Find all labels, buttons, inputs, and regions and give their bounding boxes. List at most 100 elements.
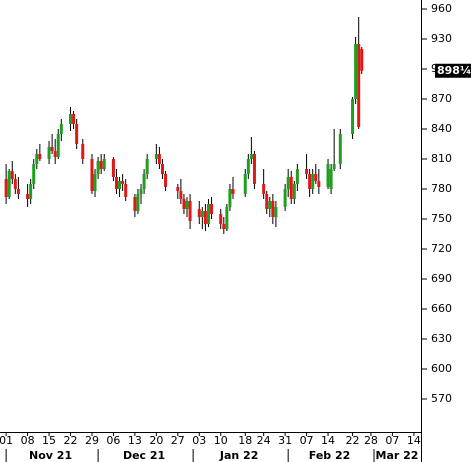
x-tick-label: 08 [21, 434, 35, 447]
x-tick-label: 22 [346, 434, 360, 447]
x-tick-label: 18 [238, 434, 252, 447]
candle-body [185, 201, 189, 209]
candle-body [29, 184, 33, 199]
candle-body [289, 177, 293, 199]
y-tick-label: 630 [431, 332, 452, 345]
y-tick-label: 870 [431, 92, 452, 105]
candle-body [203, 211, 207, 224]
candle-body [16, 189, 20, 194]
candle-body [311, 174, 315, 189]
month-label: Nov 21 [29, 449, 72, 462]
candle-body [206, 204, 210, 224]
y-tick-label: 660 [431, 302, 452, 315]
candle-body [164, 174, 168, 187]
candle-body [265, 194, 269, 209]
candle-body [360, 49, 364, 71]
x-tick-label: 31 [278, 434, 292, 447]
candle-body [332, 164, 336, 169]
candle-body [222, 224, 226, 229]
candle-body [111, 159, 115, 177]
last-price-box [435, 63, 471, 78]
y-tick-label: 570 [431, 392, 452, 405]
candle-body [329, 169, 333, 189]
candle-body [26, 194, 30, 199]
x-tick-label: 07 [385, 434, 399, 447]
candle-body [262, 184, 266, 194]
candle-body [243, 174, 247, 194]
candle-body [271, 201, 275, 217]
candle-body [13, 179, 17, 189]
y-tick-label: 930 [431, 32, 452, 45]
candle-body [102, 159, 106, 169]
y-tick-label: 750 [431, 212, 452, 225]
candle-body [182, 199, 186, 209]
candle-body [56, 134, 60, 157]
y-tick-label: 690 [431, 272, 452, 285]
candle-body [179, 191, 183, 199]
y-tick-label: 840 [431, 122, 452, 135]
x-tick-label: 14 [407, 434, 421, 447]
candle-body [124, 184, 128, 197]
candle-body [38, 154, 42, 159]
candle-body [142, 174, 146, 189]
candle-body [225, 207, 229, 229]
candle-body [249, 154, 253, 159]
x-tick-label: 28 [364, 434, 378, 447]
x-tick-label: 22 [64, 434, 78, 447]
candle-body [72, 114, 76, 124]
month-label: Feb 22 [309, 449, 351, 462]
x-tick-label: 29 [85, 434, 99, 447]
candle-body [351, 99, 355, 134]
candle-body [139, 189, 143, 194]
candle-body [268, 201, 272, 209]
y-tick-label: 720 [431, 242, 452, 255]
y-tick-label: 780 [431, 182, 452, 195]
candle-body [136, 194, 140, 211]
candle-body [145, 159, 149, 174]
candle-body [305, 169, 309, 174]
candle-body [121, 181, 125, 184]
candle-body [200, 211, 204, 217]
candle-body [295, 169, 299, 184]
candle-body [317, 181, 321, 187]
candle-body [53, 151, 57, 157]
x-tick-label: 03 [192, 434, 206, 447]
y-tick-label: 600 [431, 362, 452, 375]
x-tick-label: 24 [257, 434, 271, 447]
candle-body [154, 154, 158, 159]
candle-body [50, 147, 54, 151]
candle-body [75, 124, 79, 144]
candle-body [90, 159, 94, 191]
y-tick-label: 960 [431, 2, 452, 15]
candle-body [274, 207, 278, 217]
month-label: Dec 21 [123, 449, 165, 462]
candle-body [228, 189, 232, 207]
candle-body [59, 124, 63, 134]
candle-body [99, 161, 103, 169]
candle-body [10, 171, 14, 179]
candle-body [114, 177, 118, 189]
candle-body [157, 154, 161, 164]
candle-body [292, 184, 296, 199]
candle-body [96, 161, 100, 174]
candle-body [252, 154, 256, 184]
candle-body [32, 164, 36, 184]
x-tick-label: 27 [171, 434, 185, 447]
x-tick-label: 14 [321, 434, 335, 447]
y-tick-label: 810 [431, 152, 452, 165]
candle-body [133, 197, 137, 211]
candle-body [176, 187, 180, 191]
candle-body [93, 174, 97, 191]
candle-body [7, 171, 11, 197]
candle-body [197, 209, 201, 217]
x-tick-label: 10 [214, 434, 228, 447]
candle-body [326, 164, 330, 187]
candle-body [210, 204, 214, 214]
month-label: Mar 22 [376, 449, 419, 462]
candle-body [283, 189, 287, 207]
candle-body [47, 147, 51, 159]
candle-body [188, 201, 192, 221]
x-tick-label: 20 [149, 434, 163, 447]
